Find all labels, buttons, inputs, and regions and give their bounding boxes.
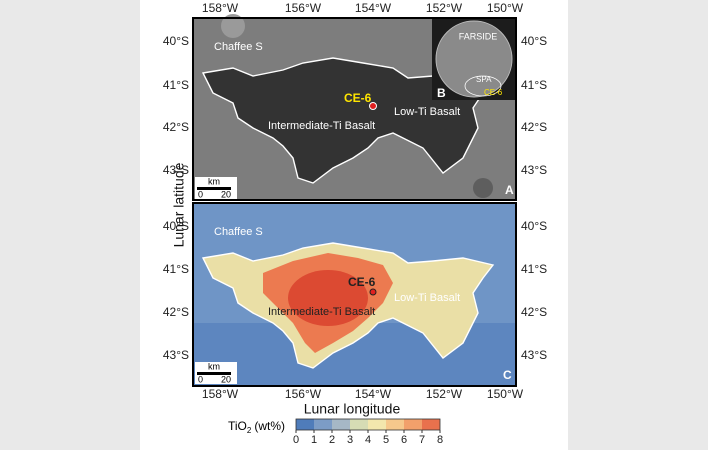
lat-label: 40°S [163, 34, 189, 48]
ce6-site [369, 102, 377, 110]
panel-frame [192, 17, 517, 201]
colorbar-tick-label: 0 [293, 434, 299, 446]
lon-label: 152°W [426, 1, 463, 15]
lon-label: 156°W [285, 1, 322, 15]
scale-end: 20 [221, 374, 231, 384]
panel-letter: C [503, 368, 512, 382]
colorbar-tick-label: 4 [365, 434, 371, 446]
scale-unit: km [208, 176, 220, 186]
crater [221, 14, 245, 38]
inset-site-label: CE-6 [484, 88, 503, 97]
lat-label: 42°S [163, 120, 189, 134]
lon-label: 150°W [487, 1, 524, 15]
scale-unit: km [208, 361, 220, 371]
colorbar-segment [332, 419, 350, 430]
panel-frame [192, 202, 517, 387]
low-ti-label: Low-Ti Basalt [394, 106, 460, 118]
scale-bar [197, 372, 231, 375]
x-axis-title: Lunar longitude [304, 401, 401, 417]
spa-outline [464, 75, 502, 97]
scale-start: 0 [198, 189, 203, 199]
colorbar-tick-label: 3 [347, 434, 353, 446]
lat-label: 41°S [163, 262, 189, 276]
colorbar-segment [386, 419, 404, 430]
chaffee-label: Chaffee S [214, 41, 263, 53]
lon-label: 158°W [202, 1, 239, 15]
lat-label: 42°S [521, 120, 547, 134]
colorbar-tick-label: 2 [329, 434, 335, 446]
colorbar-tick-label: 8 [437, 434, 443, 446]
colorbar-title: TiO2 (wt%) [228, 419, 285, 435]
lat-label: 43°S [163, 163, 189, 177]
colorbar-segment [350, 419, 368, 430]
lat-label: 43°S [521, 163, 547, 177]
lat-label: 40°S [521, 34, 547, 48]
lat-label: 40°S [163, 219, 189, 233]
scale-start: 0 [198, 374, 203, 384]
lat-label: 41°S [163, 78, 189, 92]
y-axis-title: Lunar latitude [171, 162, 187, 247]
farside-label: FARSIDE [459, 31, 498, 41]
chaffee-label: Chaffee S [214, 226, 263, 238]
colorbar-title-unit: (wt%) [254, 419, 285, 433]
ce6-label: CE-6 [344, 91, 372, 105]
colorbar-title-sub: 2 [247, 426, 252, 435]
lon-label: 150°W [487, 387, 524, 401]
panel-letter: B [437, 86, 446, 100]
inter-ti-label: Intermediate-Ti Basalt [268, 120, 375, 132]
colorbar-tick-label: 1 [311, 434, 317, 446]
lat-label: 41°S [521, 262, 547, 276]
ce6-site [369, 288, 377, 296]
ce6-label: CE-6 [348, 275, 376, 289]
lon-label: 158°W [202, 387, 239, 401]
colorbar-segment [404, 419, 422, 430]
colorbar-segment [314, 419, 332, 430]
colorbar-title-main: TiO [228, 419, 247, 433]
panel-letter: A [505, 183, 514, 197]
lat-label: 40°S [521, 219, 547, 233]
high-ti-zone [288, 270, 368, 326]
lon-label: 154°W [355, 1, 392, 15]
colorbar-segment [296, 419, 314, 430]
panel-c-map [192, 202, 517, 387]
panel-a-map [192, 14, 517, 201]
crater [473, 178, 493, 198]
scale-end: 20 [221, 189, 231, 199]
lon-label: 156°W [285, 387, 322, 401]
scale-bar [197, 187, 231, 190]
colorbar-tick-label: 5 [383, 434, 389, 446]
inter-ti-label: Intermediate-Ti Basalt [268, 306, 375, 318]
colorbar-segment [422, 419, 440, 430]
spa-label: SPA [476, 75, 492, 84]
lat-label: 41°S [521, 78, 547, 92]
lat-label: 43°S [521, 348, 547, 362]
colorbar-segment [368, 419, 386, 430]
lat-label: 43°S [163, 348, 189, 362]
lon-label: 154°W [355, 387, 392, 401]
lat-label: 42°S [521, 305, 547, 319]
colorbar-tick-label: 7 [419, 434, 425, 446]
low-ti-label: Low-Ti Basalt [394, 292, 460, 304]
lat-label: 42°S [163, 305, 189, 319]
lon-label: 152°W [426, 387, 463, 401]
colorbar-tick-label: 6 [401, 434, 407, 446]
